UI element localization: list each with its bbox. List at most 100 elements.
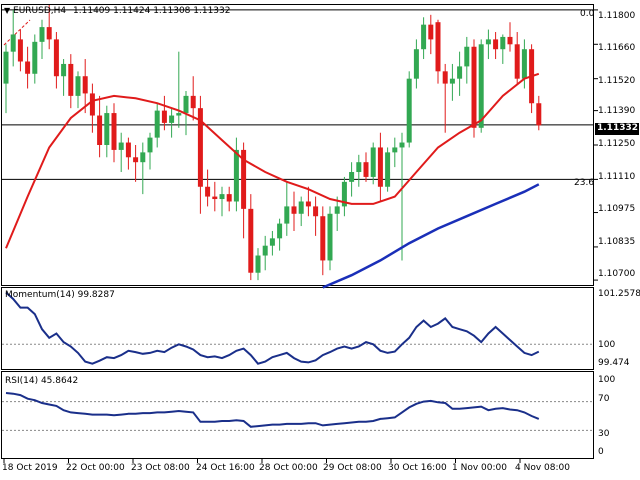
trendline — [3, 19, 31, 46]
candle-body — [363, 162, 369, 177]
time-tick: 23 Oct 08:00 — [131, 463, 190, 473]
price-tick: 1.11800 — [598, 11, 636, 21]
price-tick: 1.10700 — [598, 269, 636, 279]
price-tick: 1.11110 — [598, 172, 636, 182]
candle-body — [255, 255, 261, 273]
candle-body — [3, 51, 9, 84]
price-tick: 1.10835 — [598, 237, 636, 247]
momentum-line — [5, 291, 540, 365]
fib-mid-label: 23.6 — [574, 178, 595, 188]
candle-body — [442, 71, 448, 84]
rsi-line — [5, 392, 540, 428]
candle-body — [334, 206, 340, 214]
fib-top-label: 0.0 — [580, 9, 595, 19]
candle-body — [284, 206, 290, 224]
momentum-mid-tick: 100 — [598, 340, 616, 350]
rsi-100-tick: 100 — [598, 375, 616, 385]
panel-frames — [1, 4, 594, 459]
candle-body — [298, 201, 304, 214]
price-tick: 1.10975 — [598, 204, 636, 214]
candle-body — [154, 110, 160, 138]
momentum-series — [2, 291, 594, 365]
candle-body — [457, 66, 463, 79]
candle-body — [507, 36, 513, 45]
candle-body — [25, 61, 31, 74]
candle-body — [176, 113, 182, 116]
candle-body — [471, 46, 477, 128]
price-tick: 1.11660 — [598, 43, 636, 53]
candle-body — [61, 63, 67, 77]
current-price-marker — [595, 123, 639, 135]
candle-body — [68, 63, 74, 96]
candle-body — [161, 110, 167, 123]
candle-body — [118, 142, 124, 150]
momentum-bottom-tick: 99.474 — [598, 358, 630, 368]
candle-body — [493, 39, 499, 50]
candle-body — [305, 201, 311, 207]
candle-body — [10, 34, 16, 52]
candle-body — [39, 27, 45, 42]
candle-body — [385, 152, 391, 187]
ohlc-readout: 1.11409 1.11424 1.11308 1.11332 — [73, 6, 231, 16]
price-tick: 1.11250 — [598, 139, 636, 149]
candle-body — [399, 142, 405, 148]
candle-body — [435, 22, 441, 72]
candle-body — [478, 44, 484, 128]
candle-body — [262, 245, 268, 256]
price-tick: 1.11520 — [598, 76, 636, 86]
candle-body — [53, 39, 59, 77]
candle-body — [133, 157, 139, 163]
time-tick: 22 Oct 00:00 — [66, 463, 125, 473]
candle-body — [291, 206, 297, 214]
candle-body — [241, 149, 247, 209]
candle-body — [370, 147, 376, 177]
sma-fast-line — [5, 72, 540, 249]
time-tick: 4 Nov 08:00 — [515, 463, 570, 473]
sma-slow-line — [322, 183, 540, 289]
candle-body — [449, 78, 455, 84]
candle-body — [269, 238, 275, 246]
candle-body — [406, 78, 412, 143]
candle-body — [341, 181, 347, 207]
candle-body — [536, 103, 542, 126]
candle-body — [75, 76, 81, 96]
candle-body — [377, 147, 383, 187]
candle-body — [32, 41, 38, 74]
candle-body — [205, 186, 211, 197]
candle-body — [169, 115, 175, 123]
candle-body — [313, 206, 319, 217]
current-price-label: 1.11332 — [597, 123, 638, 133]
candle-body — [82, 76, 88, 94]
time-tick: 28 Oct 00:00 — [259, 463, 318, 473]
candle-body — [147, 137, 153, 153]
time-tick: 29 Oct 08:00 — [323, 463, 382, 473]
candle-body — [248, 208, 254, 273]
candle-body — [277, 223, 283, 239]
candle-body — [183, 95, 189, 114]
candle-body — [320, 216, 326, 261]
candle-body — [464, 46, 470, 67]
collapse-triangle-icon[interactable]: ▼ — [4, 6, 11, 15]
candle-body — [111, 113, 117, 150]
candle-body — [413, 49, 419, 79]
momentum-panel-frame — [1, 287, 594, 370]
rsi-70-tick: 70 — [598, 394, 610, 404]
candle-body — [500, 36, 506, 50]
candle-body — [89, 93, 95, 116]
candle-body — [17, 39, 23, 62]
candle-body — [428, 24, 434, 40]
rsi-series — [2, 392, 594, 431]
candle-body — [140, 152, 146, 163]
moving-averages — [5, 72, 540, 289]
candle-body — [97, 115, 103, 145]
candle-body — [197, 108, 203, 187]
candle-body — [104, 113, 110, 145]
rsi-panel-frame — [1, 371, 594, 459]
candle-body — [219, 194, 225, 200]
candle-body — [349, 172, 355, 182]
time-tick: 24 Oct 16:00 — [196, 463, 255, 473]
rsi-30-tick: 30 — [598, 429, 610, 439]
candle-body — [190, 95, 196, 109]
time-tick: 30 Oct 16:00 — [388, 463, 447, 473]
